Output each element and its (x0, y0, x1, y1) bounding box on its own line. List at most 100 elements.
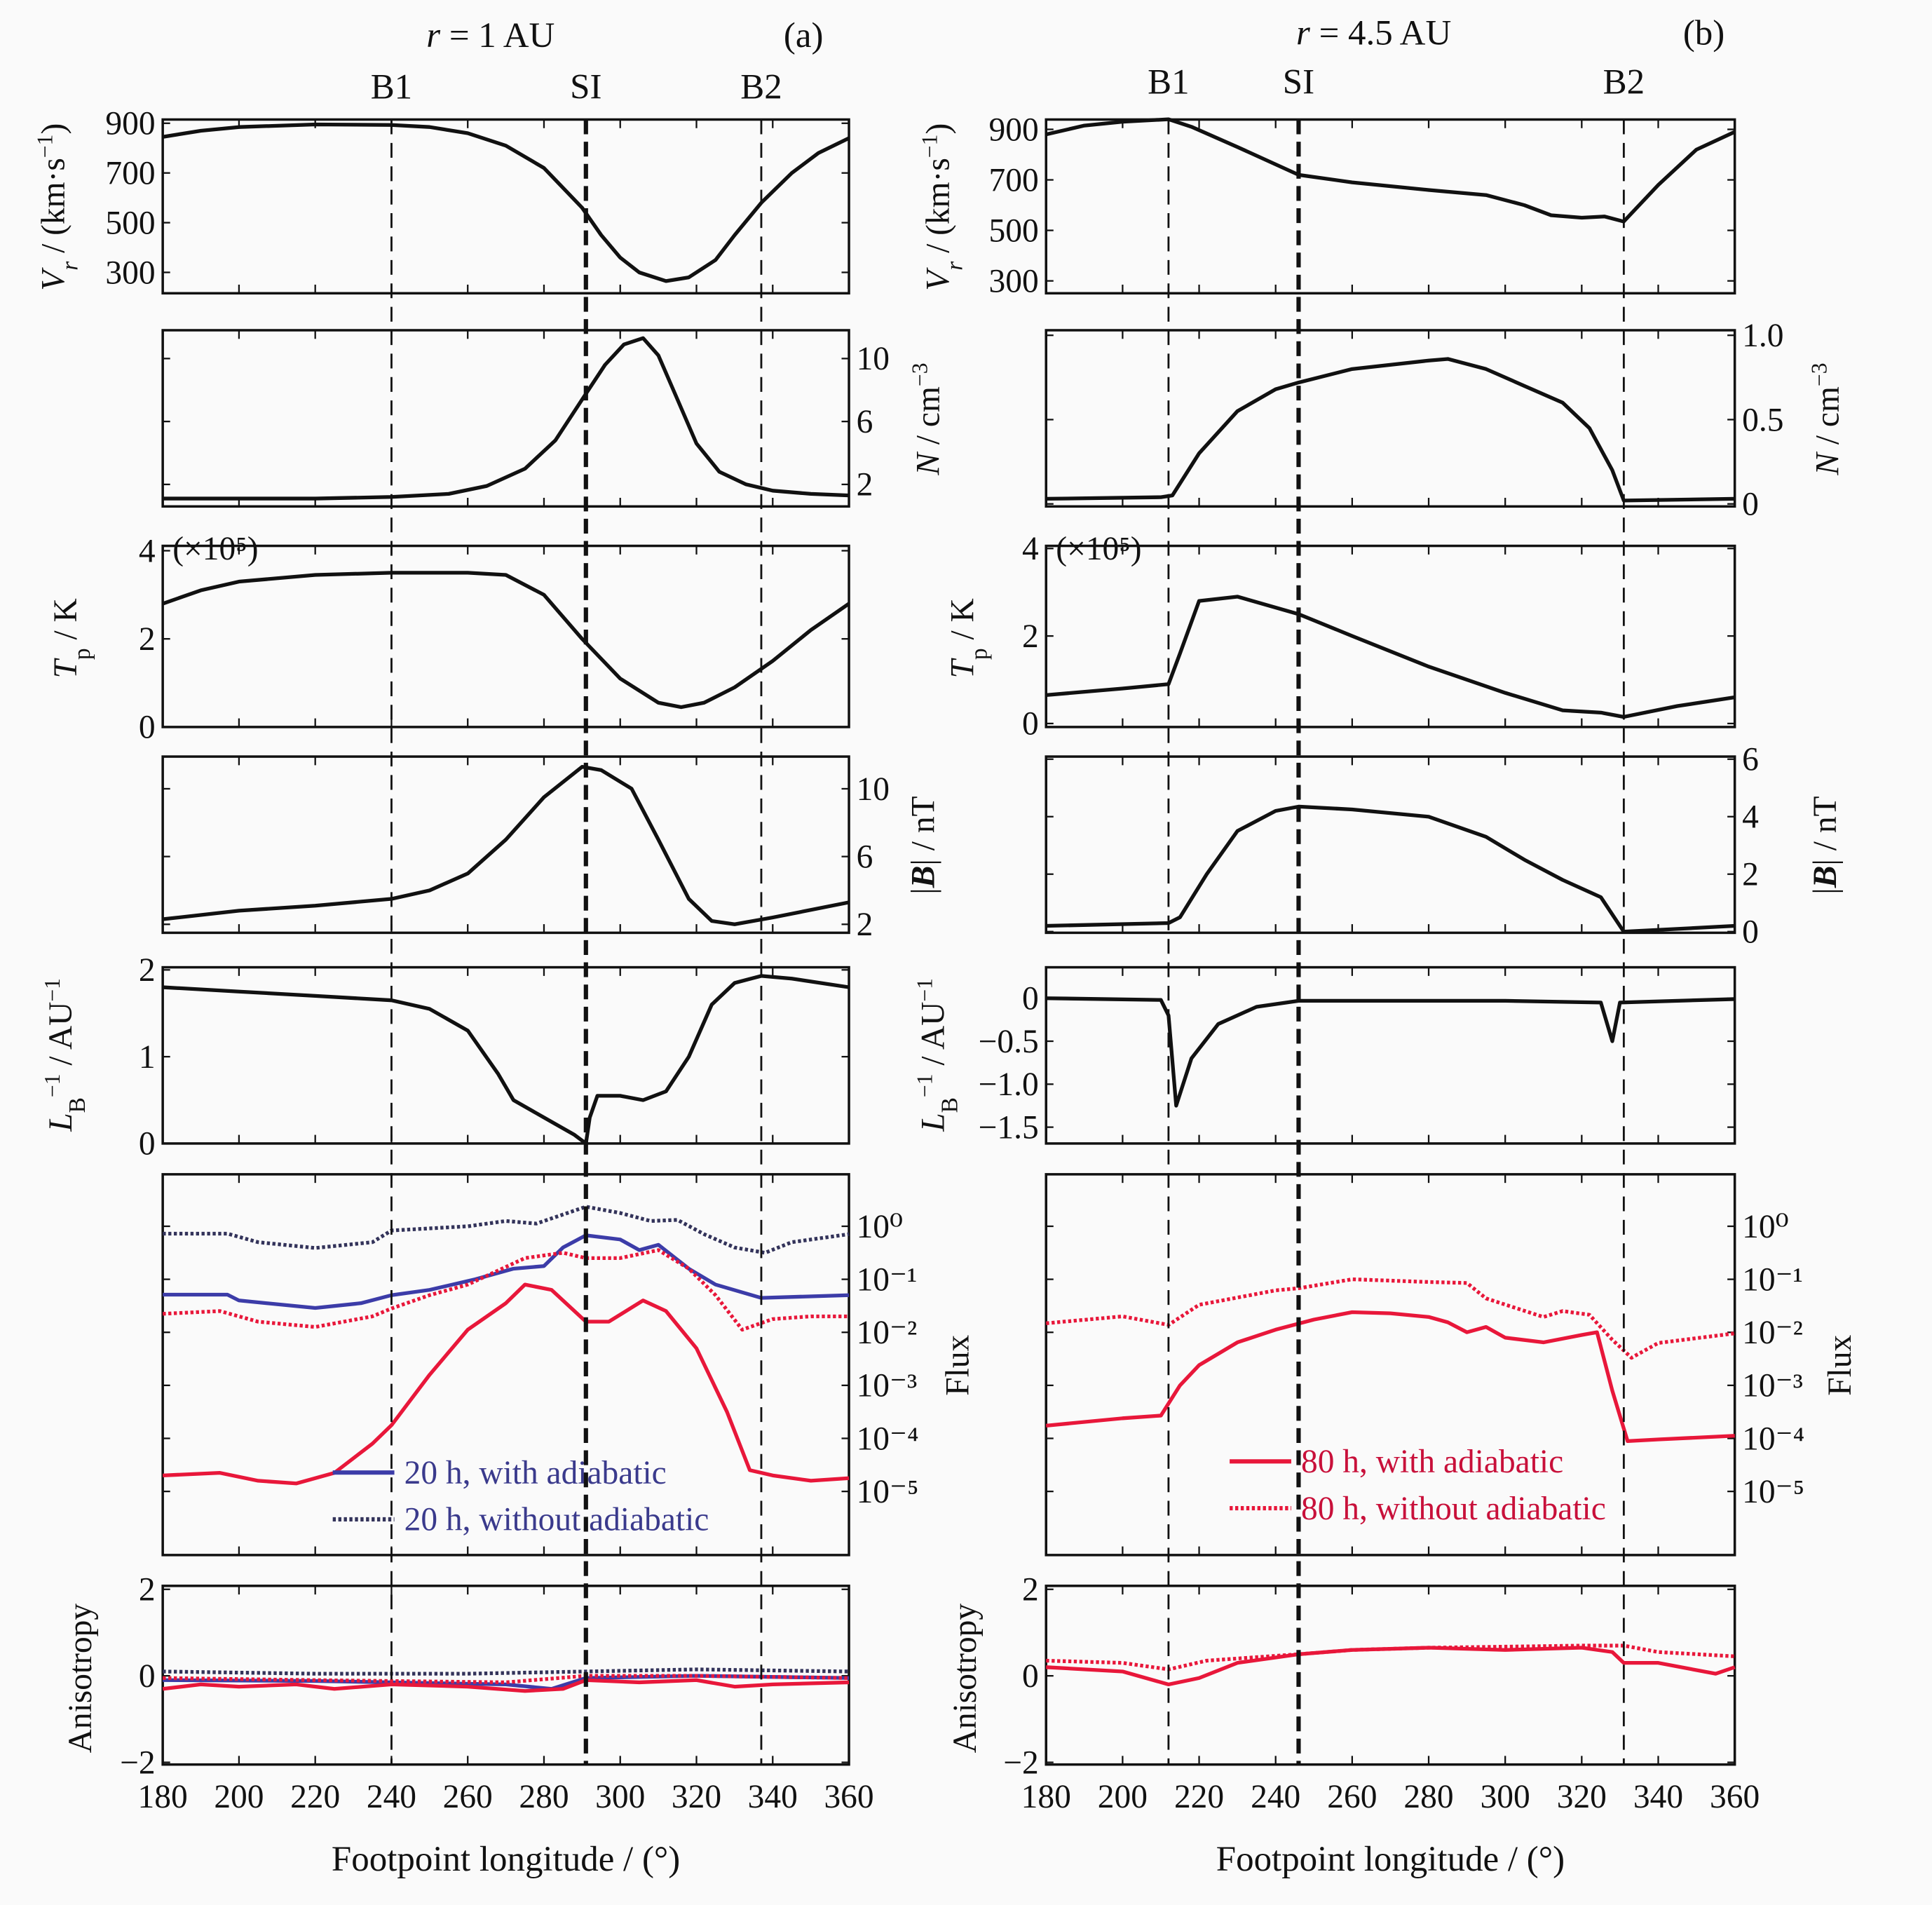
y-tick-label: −2 (1003, 1744, 1038, 1781)
x-tick-label: 220 (290, 1779, 340, 1815)
series-line--b- (162, 765, 850, 926)
y-tick-label: 10 (857, 771, 890, 808)
panel-tp: 4 2 0 (×10⁵) Tp / K (945, 531, 1736, 743)
panel-b: 10 6 2 |B| / nT (161, 755, 941, 943)
marker-label-b1: B1 (371, 68, 412, 107)
y-axis-label: Vr / (km·s−1) (917, 123, 967, 291)
plot-frame (161, 755, 850, 935)
x-tick-label: 280 (1403, 1779, 1453, 1815)
x-tick-label: 260 (443, 1779, 493, 1815)
y-axis-label-part: −1 (917, 135, 941, 158)
panel-flux: 10⁰ 10⁻¹ 10⁻² 10⁻³ 10⁻⁴ 10⁻⁵ Flux 20 h, with ad… (161, 1173, 977, 1557)
y-tick-label: 900 (989, 111, 1039, 148)
series-line-20-h-without-adiabatic (163, 1205, 850, 1255)
y-tick-label: −2 (120, 1744, 155, 1781)
y-axis-label: N / cm−3 (1807, 362, 1846, 475)
x-tick-label: 340 (1633, 1779, 1683, 1815)
x-axis-label: Footpoint longitude / (°) (332, 1840, 680, 1879)
series-line-tp (162, 571, 850, 710)
y-tick-label: 0 (1742, 487, 1759, 523)
legend-label: 80 h, without adiabatic (1301, 1491, 1606, 1527)
y-axis-label-part: Flux (940, 1334, 977, 1395)
y-tick-label: 0 (139, 710, 156, 746)
plot-frame (1045, 755, 1736, 935)
x-tick-label: 360 (824, 1779, 873, 1815)
y-tick-label: 6 (1742, 742, 1759, 778)
plot-frame (161, 544, 850, 728)
y-axis-label-part: ) (36, 123, 72, 135)
x-tick-label: 200 (1098, 1779, 1148, 1815)
y-axis-label-part: / (km·s (920, 158, 956, 262)
panel-tag-b: (b) (1683, 13, 1724, 53)
y-axis-label-part: T (48, 657, 84, 678)
series-line-80-h-with-adiabatic (1045, 1310, 1735, 1443)
y-tick-label: 6 (857, 404, 873, 440)
x-tick-label: 300 (1481, 1779, 1530, 1815)
panel-aniso: 2 0 −2 Anisotropy (62, 1572, 850, 1781)
legend-label: 20 h, without adiabatic (404, 1502, 709, 1538)
y-axis-label-part: | / nT (905, 796, 941, 865)
y-tick-label: 700 (105, 156, 155, 192)
x-tick-label: 260 (1327, 1779, 1377, 1815)
y-axis-label-part: −1 (40, 1073, 64, 1097)
y-axis-label: N / cm−3 (907, 362, 947, 475)
y-axis-label: |B| / nT (1807, 796, 1844, 894)
plot-frame (161, 118, 850, 295)
y-axis-label-part: | / nT (1807, 796, 1844, 865)
y-axis-label-part: ) (920, 123, 956, 135)
marker-label-b2: B2 (740, 68, 782, 107)
y-axis-label: LB−1 / AU−1 (40, 978, 90, 1132)
y-axis-label-part: −1 (912, 1073, 937, 1097)
y-tick-label: 10⁻³ (857, 1368, 918, 1404)
y-tick-label: 1.0 (1742, 318, 1783, 354)
y-axis-label-part: −3 (1807, 362, 1831, 386)
legend-label: 20 h, with adiabatic (404, 1455, 667, 1491)
y-tick-label: 0 (139, 1658, 156, 1695)
y-axis-label-part: p (966, 648, 992, 660)
y-tick-label: 0 (1022, 1658, 1039, 1695)
y-axis-label-part: B (905, 866, 941, 889)
panel-lb: 0−0.5−1.0−1.5LB−1 / AU−1 (912, 965, 1736, 1146)
y-axis-label-part: L (43, 1113, 79, 1132)
y-axis-label: Anisotropy (62, 1604, 99, 1754)
title-left-r: r (426, 16, 440, 55)
y-tick-label: 10⁻³ (1742, 1368, 1803, 1404)
series-line-vr (1045, 117, 1736, 224)
y-axis-label: LB−1 / AU−1 (912, 978, 962, 1132)
series-line-vr (162, 122, 850, 283)
series-line-80-h-without-adiabatic (163, 1674, 850, 1685)
x-tick-label: 240 (367, 1779, 416, 1815)
y-axis-label: Tp / K (945, 598, 992, 678)
y-tick-label: 2 (857, 907, 873, 943)
x-tick-label: 360 (1710, 1779, 1760, 1815)
y-tick-label: 10⁻¹ (1742, 1261, 1803, 1298)
y-axis-label: |B| / nT (905, 796, 941, 894)
y-axis-label-part: N (1809, 452, 1846, 476)
plot-frame (1045, 329, 1736, 508)
title-right-rest: = 4.5 AU (1310, 13, 1451, 53)
plot-frame (1045, 965, 1736, 1145)
y-tick-label: 1 (139, 1039, 156, 1076)
y-axis-label-part: L (915, 1113, 951, 1132)
y-axis-label: Vr / (km·s−1) (32, 123, 83, 291)
y-tick-label: 10 (857, 341, 890, 377)
y-axis-label-part: p (69, 648, 95, 660)
y-tick-label: 300 (989, 263, 1039, 299)
y-axis-label-part: −3 (907, 362, 932, 386)
marker-label-si: SI (570, 68, 601, 107)
y-axis-label: Tp / K (48, 598, 95, 678)
y-tick-label: 10⁻⁵ (857, 1474, 919, 1510)
y-tick-label: 500 (989, 212, 1039, 249)
y-tick-label: 500 (105, 205, 155, 241)
plot-frame (161, 329, 850, 508)
series-line-80-h-with-adiabatic (1046, 1646, 1736, 1687)
y-axis-label-part: −1 (32, 135, 57, 158)
y-tick-label: 10⁰ (1742, 1209, 1788, 1245)
y-tick-label: 2 (1022, 618, 1039, 655)
y-tick-label: 10⁰ (857, 1209, 903, 1245)
x-tick-label: 340 (748, 1779, 798, 1815)
x-axis-label: Footpoint longitude / (°) (1216, 1840, 1565, 1879)
y-tick-label: 0.5 (1742, 402, 1783, 438)
legend-label: 80 h, with adiabatic (1301, 1444, 1563, 1480)
